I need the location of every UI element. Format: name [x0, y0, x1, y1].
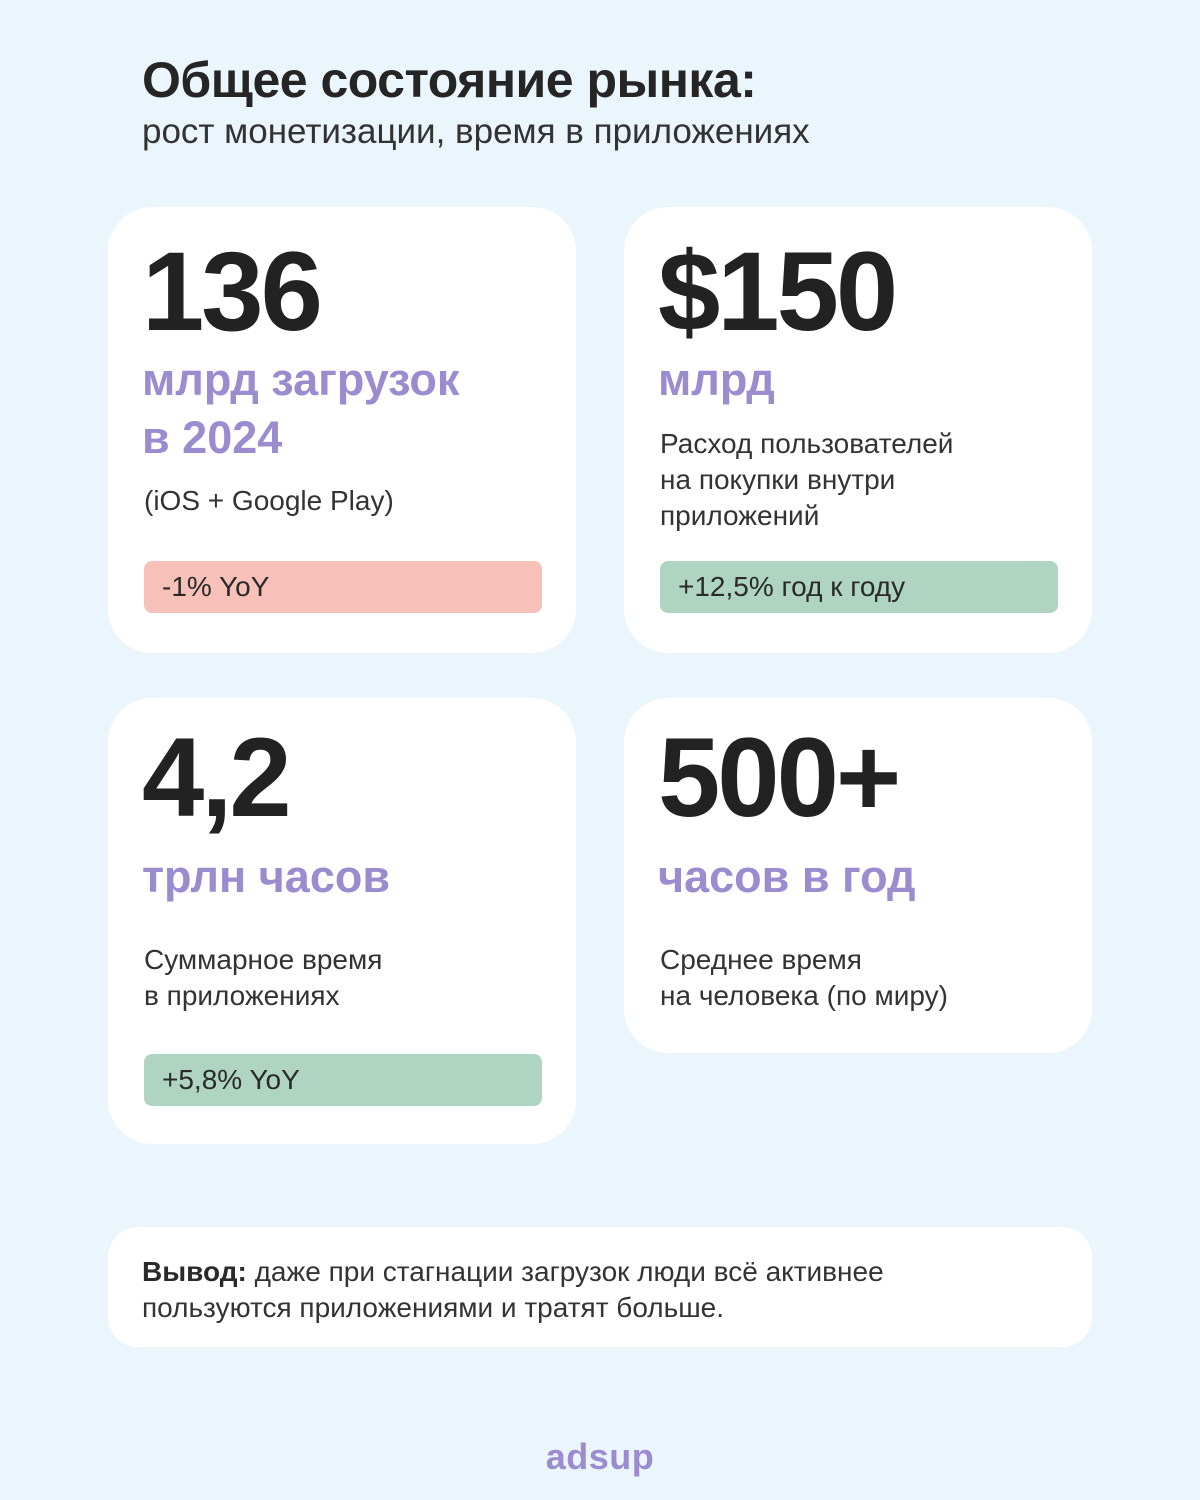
- change-badge: +5,8% YoY: [144, 1054, 542, 1106]
- stat-label: млрд: [658, 354, 775, 405]
- change-badge: -1% YoY: [144, 561, 542, 613]
- conclusion-lead: Вывод:: [142, 1256, 247, 1287]
- stat-card-spending: $150 млрд Расход пользователей на покупк…: [624, 207, 1092, 653]
- stat-description: (iOS + Google Play): [144, 485, 394, 516]
- stat-description: Расход пользователей: [660, 428, 954, 459]
- conclusion-text: даже при стагнации загрузок люди всё акт…: [246, 1256, 884, 1287]
- header: Общее состояние рынка: рост монетизации,…: [142, 52, 1102, 154]
- page-title: Общее состояние рынка:: [142, 52, 757, 108]
- stat-description: Суммарное время: [144, 944, 383, 975]
- stat-number: 136: [142, 229, 323, 354]
- change-badge: +12,5% год к году: [660, 561, 1058, 613]
- stat-label: млрд загрузок: [142, 354, 460, 405]
- stat-number: 4,2: [142, 715, 292, 840]
- page-subtitle: рост монетизации, время в приложениях: [142, 112, 810, 151]
- brand-logo: adsup: [545, 1436, 655, 1477]
- stat-description: на человека (по миру): [660, 980, 948, 1011]
- stat-card-total-time: 4,2 трлн часов Суммарное время в приложе…: [108, 698, 576, 1144]
- stat-card-avg-time: 500+ часов в год Среднее время на челове…: [624, 698, 1092, 1053]
- stat-label: в 2024: [142, 412, 283, 463]
- stat-number: $150: [658, 229, 898, 354]
- stat-description: Среднее время: [660, 944, 862, 975]
- stat-label: часов в год: [658, 851, 916, 902]
- conclusion-line: Вывод: даже при стагнации загрузок люди …: [142, 1254, 1058, 1290]
- stat-description: приложений: [660, 500, 820, 531]
- stat-number: 500+: [658, 715, 901, 840]
- stat-description: на покупки внутри: [660, 464, 896, 495]
- stat-card-downloads: 136 млрд загрузок в 2024 (iOS + Google P…: [108, 207, 576, 653]
- stat-label: трлн часов: [142, 851, 391, 902]
- conclusion-line: пользуются приложениями и тратят больше.: [142, 1292, 725, 1323]
- conclusion-box: Вывод: даже при стагнации загрузок люди …: [108, 1227, 1092, 1347]
- stat-description: в приложениях: [144, 980, 340, 1011]
